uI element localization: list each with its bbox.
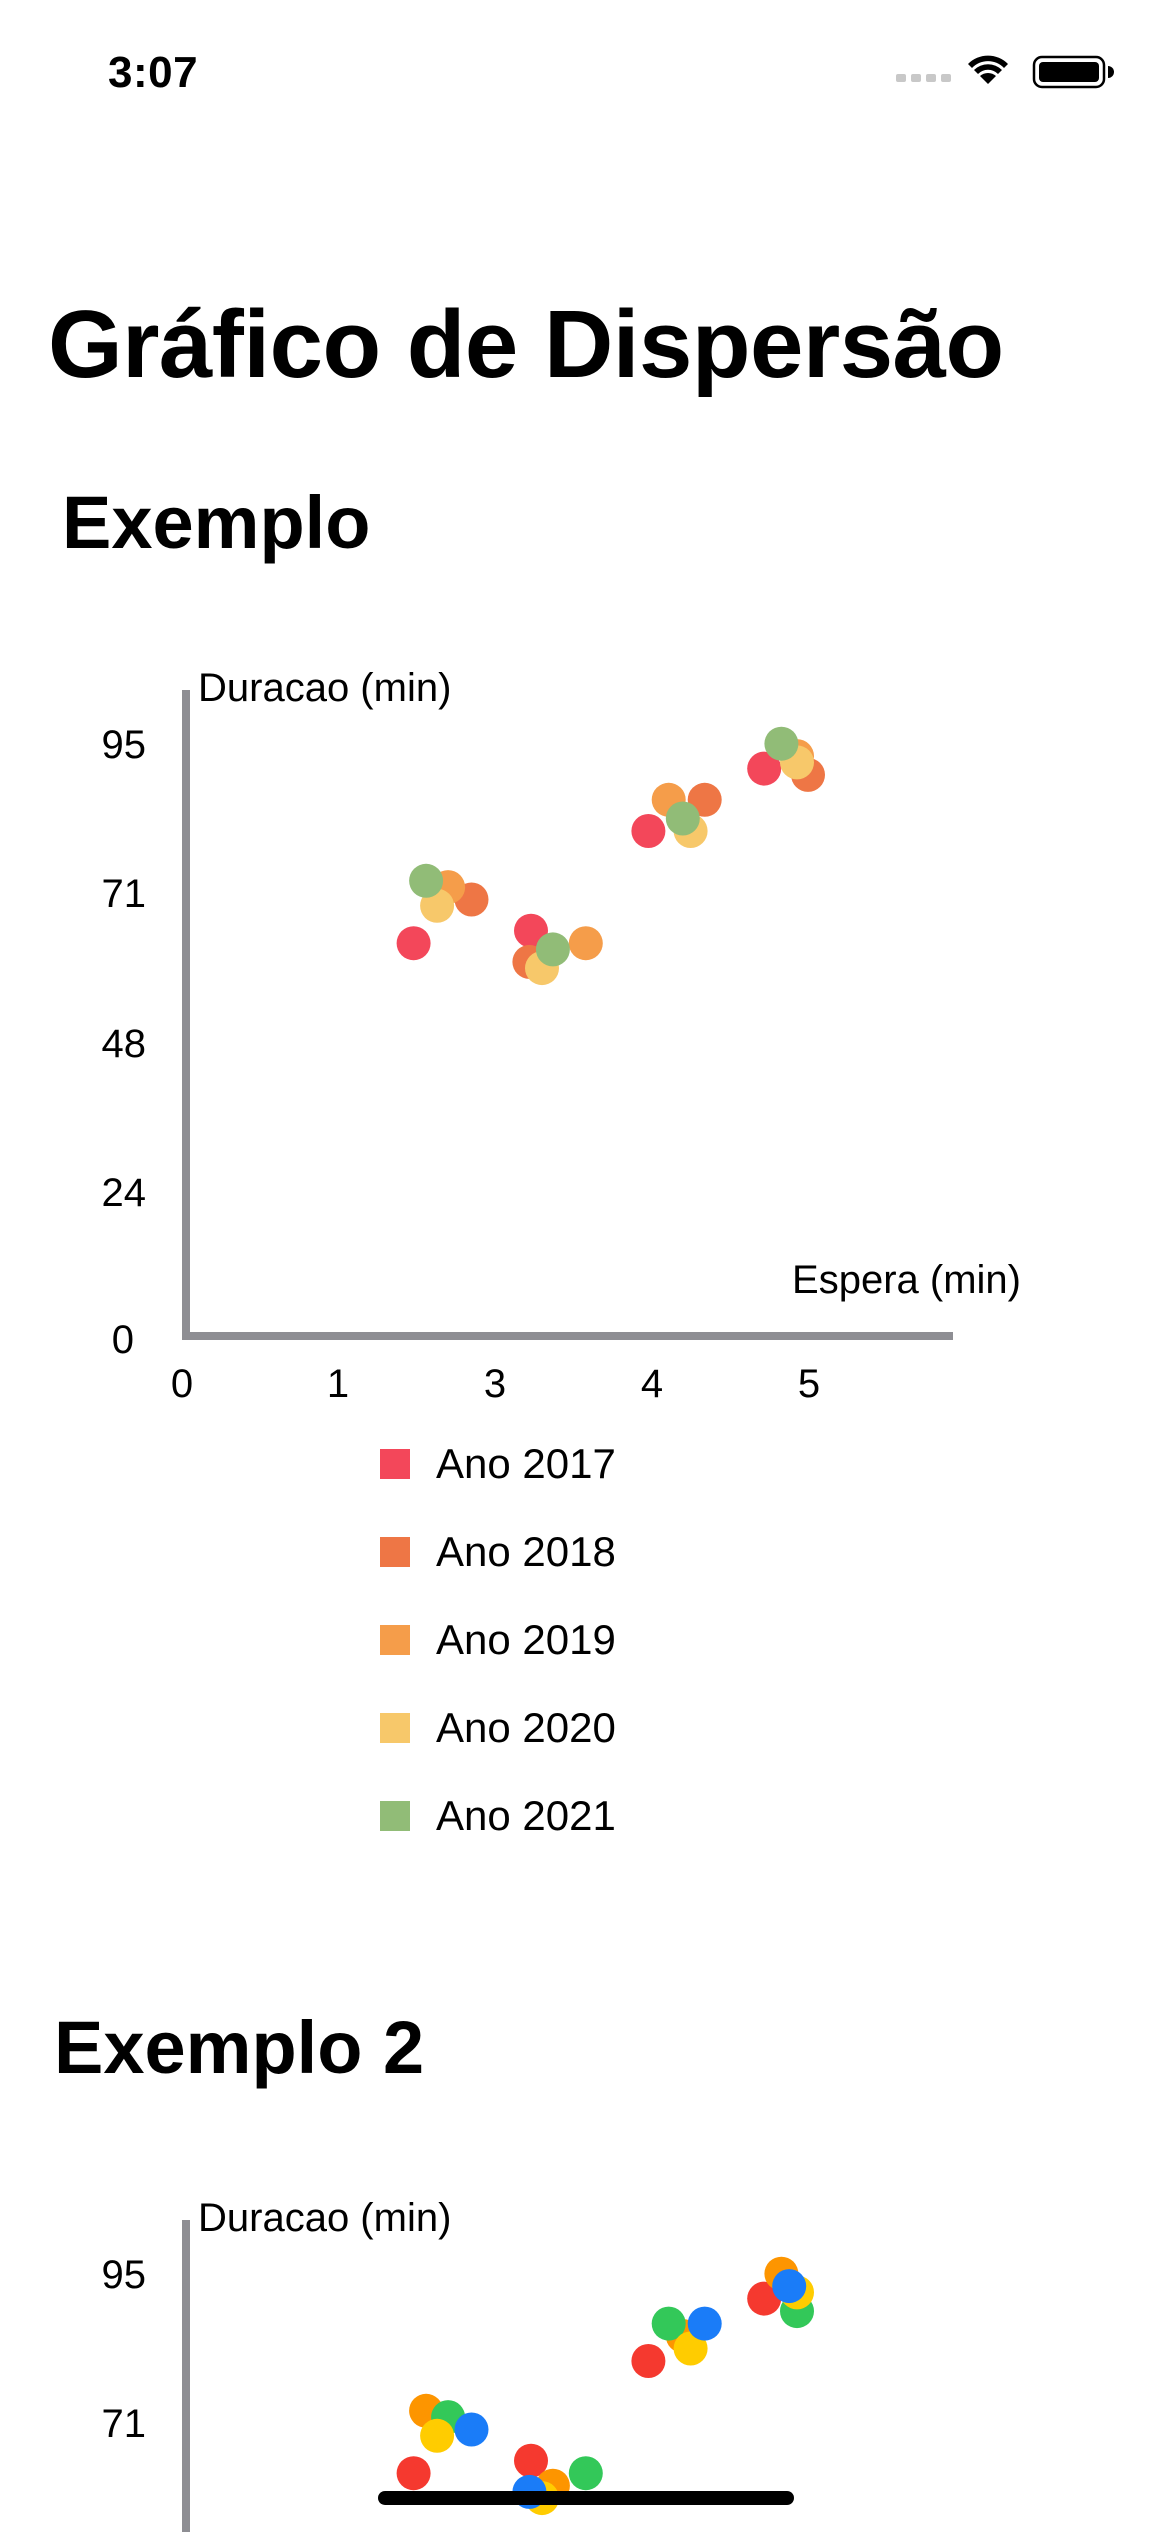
data-point — [651, 2306, 686, 2341]
y-tick-label: 24 — [102, 1171, 147, 1215]
legend-item: Ano 2017 — [380, 1420, 616, 1508]
x-tick-label: 1 — [327, 1362, 349, 1406]
y-tick-label: 71 — [102, 872, 147, 916]
x-axis-title: Espera (min) — [792, 1258, 1021, 1302]
section-title-exemplo: Exemplo — [62, 481, 371, 564]
page-title: Gráfico de Dispersão — [48, 291, 1004, 398]
data-point — [673, 2331, 708, 2366]
x-tick-labels: 0 1 3 4 5 — [171, 1362, 820, 1406]
status-time: 3:07 — [108, 48, 199, 97]
y-tick-label: 48 — [102, 1022, 147, 1066]
home-indicator[interactable] — [378, 2491, 794, 2505]
x-tick-label: 4 — [641, 1362, 663, 1406]
scatter-chart-exemplo-2: Duracao (min) 95 71 — [102, 2196, 814, 2532]
legend-swatch — [380, 1449, 410, 1479]
x-tick-label: 3 — [484, 1362, 506, 1406]
legend-item: Ano 2021 — [380, 1772, 616, 1860]
data-point — [396, 926, 431, 961]
section-title-exemplo-2: Exemplo 2 — [54, 2006, 425, 2089]
scatter-chart-exemplo: Duracao (min) Espera (min) 95 71 48 24 0… — [102, 666, 1022, 1406]
y-tick-label: 95 — [102, 2253, 147, 2297]
data-point — [454, 2412, 489, 2447]
data-points — [396, 726, 825, 986]
legend-label: Ano 2021 — [436, 1792, 616, 1839]
data-point — [631, 814, 666, 848]
data-points — [396, 2256, 814, 2516]
wifi-icon — [968, 55, 1008, 84]
legend-item: Ano 2018 — [380, 1508, 616, 1596]
legend-label: Ano 2017 — [436, 1440, 616, 1487]
data-point — [568, 926, 603, 961]
status-icons — [896, 55, 1114, 89]
data-point — [420, 2418, 455, 2453]
legend-item: Ano 2019 — [380, 1596, 616, 1684]
legend-swatch — [380, 1801, 410, 1831]
cellular-signal-icon — [896, 74, 951, 82]
legend-item: Ano 2020 — [380, 1684, 616, 1772]
data-point — [764, 726, 799, 761]
data-point — [772, 2269, 807, 2304]
data-point — [747, 751, 782, 786]
y-tick-label: 0 — [112, 1318, 134, 1362]
data-point — [631, 2344, 666, 2378]
data-point — [687, 2306, 722, 2341]
y-axis-title: Duracao (min) — [198, 2196, 451, 2240]
x-tick-label: 5 — [798, 1362, 820, 1406]
legend-swatch — [380, 1625, 410, 1655]
data-point — [409, 863, 444, 898]
data-point — [396, 2456, 431, 2491]
data-point — [665, 801, 700, 836]
legend-swatch — [380, 1713, 410, 1743]
y-axis-title: Duracao (min) — [198, 666, 451, 710]
x-tick-label: 0 — [171, 1362, 193, 1406]
legend-label: Ano 2019 — [436, 1616, 616, 1663]
legend-swatch — [380, 1537, 410, 1567]
data-point — [514, 2443, 548, 2478]
chart-legend: Ano 2017 Ano 2018 Ano 2019 Ano 2020 Ano … — [380, 1420, 616, 1860]
legend-label: Ano 2018 — [436, 1528, 616, 1575]
y-tick-label: 71 — [102, 2402, 147, 2446]
battery-icon — [1032, 55, 1114, 89]
y-tick-labels: 95 71 — [102, 2253, 147, 2446]
data-point — [568, 2456, 603, 2491]
y-tick-labels: 95 71 48 24 0 — [102, 723, 147, 1362]
legend-label: Ano 2020 — [436, 1704, 616, 1751]
data-point — [535, 932, 570, 967]
y-tick-label: 95 — [102, 723, 147, 767]
